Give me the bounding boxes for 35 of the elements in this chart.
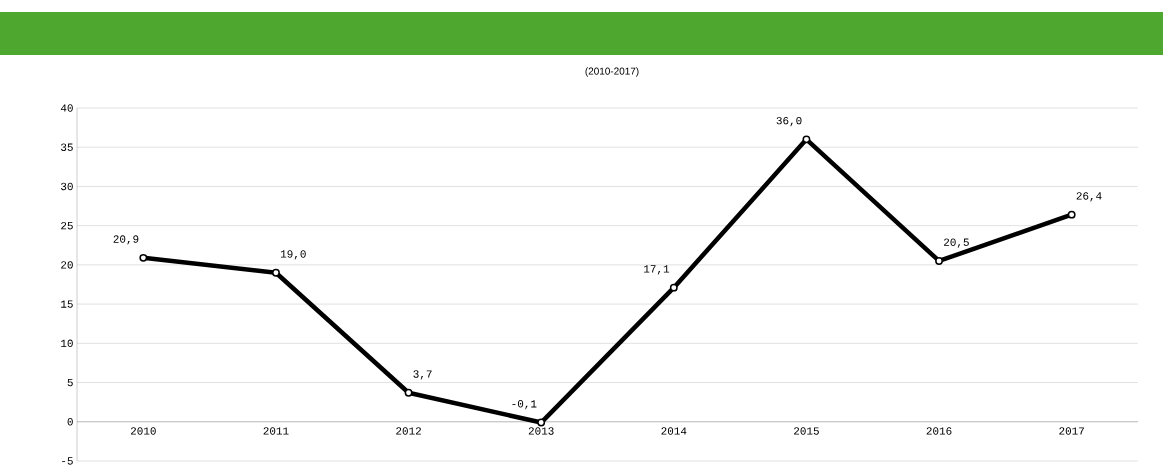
y-tick-label: -5 — [62, 457, 73, 465]
chart-subtitle: (2010-2017) — [585, 67, 639, 77]
y-tick-label: 25 — [61, 221, 73, 230]
point — [802, 135, 811, 144]
data-label: 36,0 — [776, 116, 802, 127]
y-tick-label: 40 — [60, 104, 73, 112]
x-tick-label: 2013 — [528, 427, 554, 435]
data-label: 3,7 — [413, 370, 432, 380]
y-tick-label: 0 — [67, 418, 73, 426]
y-tick-label: 10 — [61, 339, 73, 348]
y-tick-label: 5 — [67, 378, 73, 387]
data-label: 17,1 — [644, 265, 670, 275]
y-tick-label: 35 — [61, 143, 73, 151]
data-label: 20,5 — [944, 238, 969, 248]
data-label: 26,4 — [1076, 192, 1102, 202]
y-tick-label: 15 — [61, 300, 73, 308]
point — [404, 388, 413, 397]
x-tick-label: 2016 — [926, 427, 952, 435]
x-tick-label: 2017 — [1059, 427, 1084, 435]
point — [669, 283, 678, 292]
data-label: -0,1 — [512, 400, 537, 410]
data-label: 19,0 — [280, 250, 306, 260]
point — [1067, 210, 1076, 219]
x-tick-label: 2010 — [130, 427, 156, 435]
y-tick-label: 20 — [61, 261, 73, 269]
x-tick-label: 2012 — [396, 427, 421, 435]
point — [935, 257, 943, 265]
x-tick-label: 2014 — [661, 427, 687, 435]
point — [272, 268, 280, 277]
data-label: 20,9 — [113, 235, 139, 245]
point — [537, 418, 546, 427]
x-tick-label: 2011 — [263, 427, 289, 435]
y-tick-label: 30 — [61, 182, 73, 191]
point — [139, 253, 148, 262]
x-tick-label: 2015 — [794, 427, 819, 435]
